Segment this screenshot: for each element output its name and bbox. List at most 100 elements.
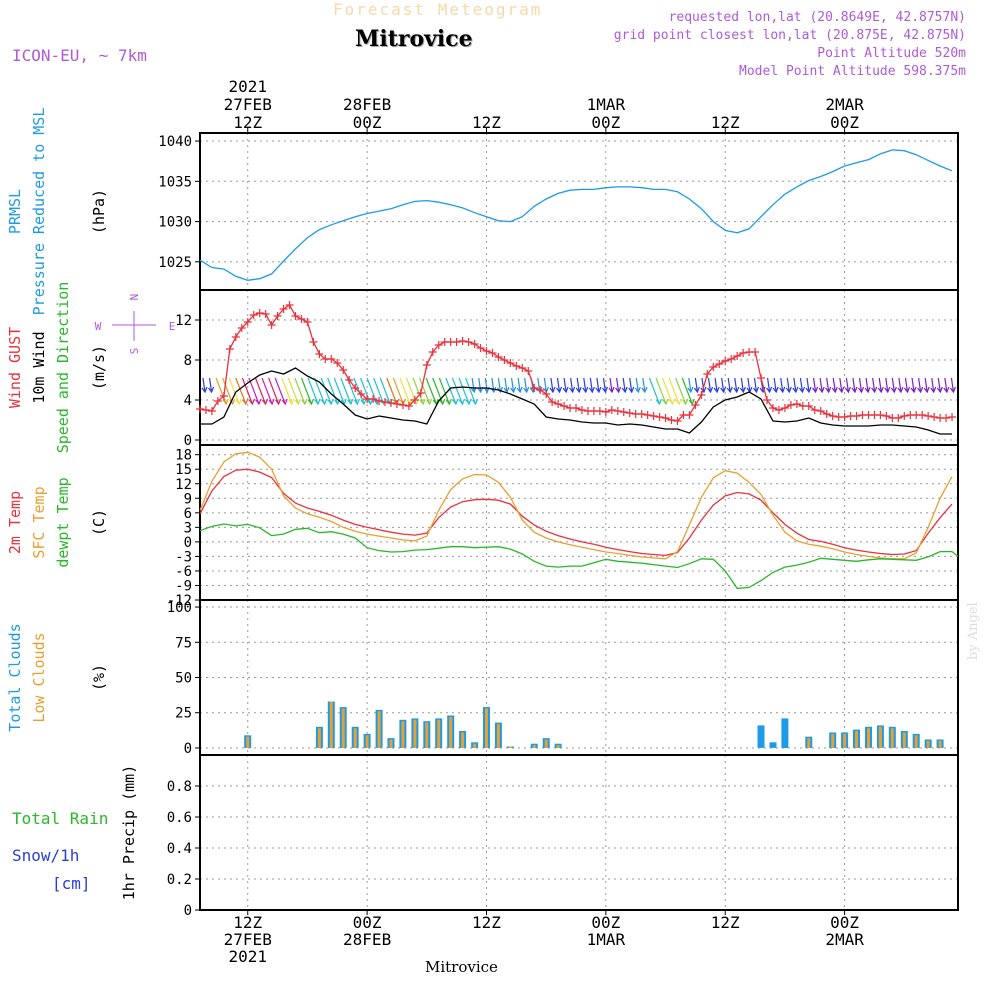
- cloud-bar: [461, 732, 465, 748]
- wind-arrow: [523, 377, 530, 394]
- gust-marker: [697, 391, 706, 399]
- wind-arrow-head: [426, 398, 433, 406]
- cloud-bar: [855, 731, 858, 748]
- wind-arrow-shaft: [911, 377, 915, 393]
- wind-arrow-head: [779, 386, 786, 394]
- wind-arrow-shaft: [872, 377, 876, 393]
- gust-marker: [506, 359, 515, 367]
- wind-arrow-shaft: [373, 377, 385, 405]
- wind-arrow: [668, 377, 682, 406]
- wind-arrow-head: [347, 398, 354, 406]
- wind-arrow: [419, 377, 433, 406]
- wind-arrow-shaft: [878, 377, 882, 393]
- wind-arrow-head: [294, 398, 301, 406]
- wind-arrow-shaft: [379, 377, 391, 405]
- wind-arrow: [785, 377, 792, 394]
- wind-arrow-head: [472, 398, 479, 406]
- wind-arrow-head: [582, 386, 589, 394]
- wind-arrow: [503, 377, 510, 394]
- series-label: 2m Temp: [6, 491, 24, 554]
- wind-arrow: [333, 377, 347, 406]
- wind-arrow-shaft: [681, 377, 693, 405]
- gust-marker: [416, 389, 425, 397]
- wind-arrow: [615, 377, 622, 394]
- wind-arrow-shaft: [747, 377, 751, 393]
- wind-arrow: [655, 377, 669, 406]
- wind-arrow: [432, 377, 446, 406]
- gust-marker: [804, 402, 813, 410]
- wind-arrow-shaft: [465, 377, 477, 405]
- gust-marker: [213, 397, 222, 405]
- wind-arrow-shaft: [694, 377, 698, 393]
- panel-precip: 0 0.2 0.4 0.6 0.8 Total Rain Snow/1h [cm] 1hr Pr…: [12, 754, 959, 919]
- gust-marker: [518, 364, 527, 372]
- wind-arrow-head: [858, 386, 865, 394]
- wind-arrow-shaft: [556, 377, 561, 393]
- series-label: Wind GUST: [6, 327, 24, 408]
- wind-arrow-shaft: [241, 377, 253, 405]
- wind-arrow-shaft: [438, 377, 450, 405]
- bottom-time-label: 12Z: [472, 913, 501, 932]
- wind-arrow: [720, 377, 727, 394]
- y-tick-label: 9: [184, 491, 192, 507]
- bottom-time-label: 2021: [228, 947, 267, 966]
- gust-marker: [392, 400, 401, 408]
- top-time-label: 00Z: [591, 113, 620, 132]
- gust-marker: [924, 412, 933, 420]
- top-time-label: 28FEB: [343, 95, 391, 114]
- wind-arrow: [575, 377, 582, 394]
- wind-arrow-shaft: [734, 377, 738, 393]
- wind-arrow-shaft: [661, 377, 674, 405]
- wind-arrow-head: [687, 386, 694, 394]
- wind-arrow: [733, 377, 740, 394]
- gust-marker: [655, 413, 664, 421]
- gust-marker: [691, 401, 700, 409]
- wind-arrow-shaft: [799, 377, 804, 393]
- wind-arrow-shaft: [517, 377, 521, 393]
- wind-arrow: [890, 377, 897, 394]
- wind-arrow-shaft: [707, 377, 712, 393]
- wind-arrow-head: [877, 386, 884, 394]
- cloud-bar: [365, 735, 369, 748]
- series-label: Total Clouds: [6, 623, 24, 731]
- wind-arrow-head: [262, 398, 269, 406]
- gust-marker: [494, 353, 503, 361]
- top-time-label: 2MAR: [825, 95, 864, 114]
- wind-arrow: [936, 377, 943, 394]
- wind-arrow-shaft: [425, 377, 437, 405]
- wind-arrow: [241, 377, 255, 406]
- wind-arrow-shaft: [583, 377, 587, 393]
- y-tick-label: 1025: [158, 255, 192, 271]
- wind-arrow-shaft: [918, 377, 922, 393]
- wind-arrow-shaft: [675, 377, 687, 405]
- wind-arrow-shaft: [629, 377, 633, 393]
- gust-marker: [882, 412, 891, 420]
- cloud-bar: [926, 740, 930, 748]
- cloud-bar: [508, 746, 512, 748]
- wind-arrow-shaft: [885, 377, 889, 393]
- y-tick-label: -9: [175, 578, 192, 594]
- cloud-bar: [377, 711, 381, 748]
- compass-west: W: [95, 320, 102, 333]
- cloud-bar: [329, 701, 333, 748]
- wind-arrow: [693, 377, 700, 394]
- y-tick-label: -3: [175, 549, 192, 565]
- wind-arrow-shaft: [812, 377, 817, 393]
- wind-arrow-shaft: [268, 377, 280, 405]
- gust-marker: [577, 406, 586, 414]
- wind-arrow-head: [615, 386, 622, 394]
- wind-arrow-head: [208, 386, 215, 394]
- gust-marker: [548, 398, 557, 406]
- wind-arrow-head: [549, 386, 556, 394]
- wind-arrow-shaft: [445, 377, 457, 405]
- wind-arrow: [739, 377, 746, 394]
- wind-arrow-head: [432, 398, 439, 406]
- gust-marker: [357, 390, 366, 398]
- wind-arrow-shaft: [589, 377, 593, 393]
- wind-arrow: [766, 377, 773, 394]
- wind-arrow: [858, 377, 865, 394]
- wind-arrow: [562, 377, 569, 394]
- cloud-bar: [425, 722, 429, 748]
- wind-arrow: [621, 377, 628, 394]
